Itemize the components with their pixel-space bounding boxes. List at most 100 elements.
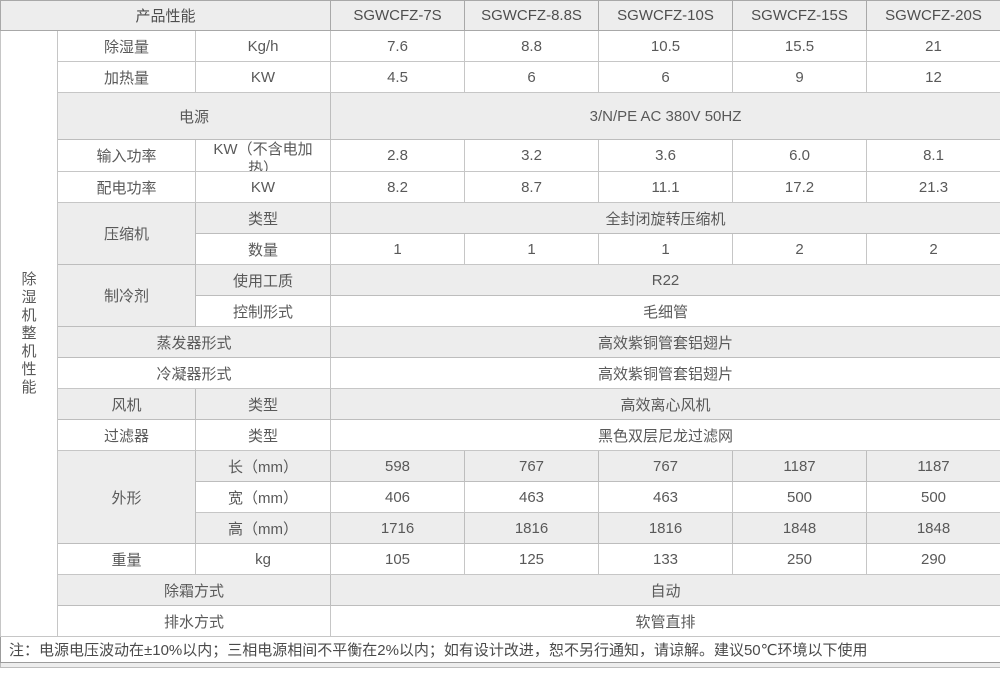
- row-label: 风机: [57, 388, 196, 420]
- unit-label: kg: [194, 543, 332, 575]
- row-condenser-type: 冷凝器形式 高效紫铜管套铝翅片: [1, 357, 1000, 389]
- spec-value: 1816: [464, 512, 600, 544]
- row-power-supply: 电源 3/N/PE AC 380V 50HZ: [1, 92, 1000, 140]
- spec-value-span: 3/N/PE AC 380V 50HZ: [330, 92, 1000, 140]
- spec-value-span: 黑色双层尼龙过滤网: [330, 419, 1000, 451]
- unit-label: 数量: [194, 233, 332, 265]
- unit-label: KW: [194, 171, 332, 203]
- spec-value: 1848: [866, 512, 1000, 544]
- unit-label: 使用工质: [194, 264, 332, 296]
- column-header-model-4: SGWCFZ-15S: [732, 0, 868, 31]
- spec-value: 463: [598, 481, 734, 513]
- column-header-model-5: SGWCFZ-20S: [866, 0, 1000, 31]
- spec-value-span: R22: [330, 264, 1000, 296]
- spec-value: 406: [330, 481, 466, 513]
- spec-value: 1716: [330, 512, 466, 544]
- spec-value: 1187: [732, 450, 868, 482]
- spec-value: 500: [866, 481, 1000, 513]
- spec-value: 290: [866, 543, 1000, 575]
- spec-value-span: 高效离心风机: [330, 388, 1000, 420]
- bottom-partial-row: [0, 662, 1000, 668]
- spec-value: 250: [732, 543, 868, 575]
- row-evaporator-type: 蒸发器形式 高效紫铜管套铝翅片: [1, 326, 1000, 358]
- row-label: 过滤器: [57, 419, 196, 451]
- spec-value: 12: [866, 61, 1000, 93]
- row-label: 除霜方式: [56, 574, 332, 606]
- spec-value: 2: [866, 233, 1000, 265]
- row-compressor-quantity: 数量 1 1 1 2 2: [1, 233, 1000, 265]
- row-dimension-length: 外形 长（mm） 598 767 767 1187 1187: [1, 450, 1000, 544]
- spec-value: 10.5: [598, 30, 734, 62]
- spec-value: 7.6: [330, 30, 466, 62]
- spec-value: 463: [464, 481, 600, 513]
- spec-value: 1187: [866, 450, 1000, 482]
- spec-value: 1816: [598, 512, 734, 544]
- unit-label: 高（mm）: [194, 512, 332, 544]
- row-distribution-power: 配电功率 KW 8.2 8.7 11.1 17.2 21.3: [1, 171, 1000, 203]
- spec-value: 125: [464, 543, 600, 575]
- spec-value-span: 毛细管: [330, 295, 1000, 327]
- spec-value: 21.3: [866, 171, 1000, 203]
- spec-value: 6: [464, 61, 600, 93]
- spec-value: 4.5: [330, 61, 466, 93]
- spec-value: 767: [464, 450, 600, 482]
- spec-value: 1: [330, 233, 466, 265]
- row-label: 蒸发器形式: [56, 326, 332, 358]
- row-dehumidify-capacity: 除湿机整机性能 除湿量 Kg/h 7.6 8.8 10.5 15.5 21: [0, 30, 1000, 637]
- unit-label: 类型: [194, 388, 332, 420]
- unit-label: 宽（mm）: [194, 481, 332, 513]
- row-filter-type: 过滤器 类型 黑色双层尼龙过滤网: [1, 419, 1000, 451]
- footnote-text: 注：电源电压波动在±10%以内；三相电源相间不平衡在2%以内；如有设计改进，恕不…: [0, 636, 1000, 663]
- spec-value: 8.8: [464, 30, 600, 62]
- row-label: 除湿量: [57, 30, 196, 62]
- spec-value: 11.1: [598, 171, 734, 203]
- row-fan-type: 风机 类型 高效离心风机: [1, 388, 1000, 420]
- unit-label: 长（mm）: [194, 450, 332, 482]
- spec-value: 598: [330, 450, 466, 482]
- corner-header: 产品性能: [0, 0, 332, 31]
- unit-label: KW: [194, 61, 332, 93]
- row-weight: 重量 kg 105 125 133 250 290: [1, 543, 1000, 575]
- column-header-model-3: SGWCFZ-10S: [598, 0, 734, 31]
- row-refrigerant-medium: 制冷剂 使用工质 R22: [1, 264, 1000, 327]
- row-label: 排水方式: [56, 605, 332, 637]
- row-heating-capacity: 加热量 KW 4.5 6 6 9 12: [1, 61, 1000, 93]
- spec-value: 1: [598, 233, 734, 265]
- column-header-model-1: SGWCFZ-7S: [330, 0, 466, 31]
- spec-value: 6.0: [732, 139, 868, 172]
- spec-value: 9: [732, 61, 868, 93]
- spec-value: 1: [464, 233, 600, 265]
- footnote-row: 注：电源电压波动在±10%以内；三相电源相间不平衡在2%以内；如有设计改进，恕不…: [0, 636, 1000, 663]
- row-compressor-type: 压缩机 类型 全封闭旋转压缩机: [1, 202, 1000, 265]
- row-label: 重量: [57, 543, 196, 575]
- spec-value: 15.5: [732, 30, 868, 62]
- row-label: 冷凝器形式: [56, 357, 332, 389]
- spec-value-span: 全封闭旋转压缩机: [330, 202, 1000, 234]
- row-label: 电源: [56, 92, 332, 140]
- spec-value: 8.1: [866, 139, 1000, 172]
- row-label: 加热量: [57, 61, 196, 93]
- spec-value: 500: [732, 481, 868, 513]
- spec-value: 767: [598, 450, 734, 482]
- group-label-dimensions: 外形: [57, 450, 196, 544]
- spec-value: 3.2: [464, 139, 600, 172]
- unit-label: KW（不含电加热）: [194, 139, 332, 172]
- side-category-text: 除湿机整机性能: [21, 270, 37, 396]
- row-defrost-mode: 除霜方式 自动: [1, 574, 1000, 606]
- bottom-partial-cell: [0, 662, 1000, 668]
- row-dimension-width: 宽（mm） 406 463 463 500 500: [1, 481, 1000, 513]
- row-label: 配电功率: [57, 171, 196, 203]
- header-row: 产品性能 SGWCFZ-7S SGWCFZ-8.8S SGWCFZ-10S SG…: [0, 0, 1000, 31]
- group-label-refrigerant: 制冷剂: [57, 264, 196, 327]
- row-label: 输入功率: [57, 139, 196, 172]
- row-drainage-mode: 排水方式 软管直排: [1, 605, 1000, 637]
- unit-label-text: KW（不含电加热）: [213, 141, 313, 171]
- spec-value: 2: [732, 233, 868, 265]
- side-category-label: 除湿机整机性能: [0, 30, 58, 637]
- unit-label: Kg/h: [194, 30, 332, 62]
- spec-value-span: 自动: [330, 574, 1000, 606]
- spec-value: 105: [330, 543, 466, 575]
- group-label-compressor: 压缩机: [57, 202, 196, 265]
